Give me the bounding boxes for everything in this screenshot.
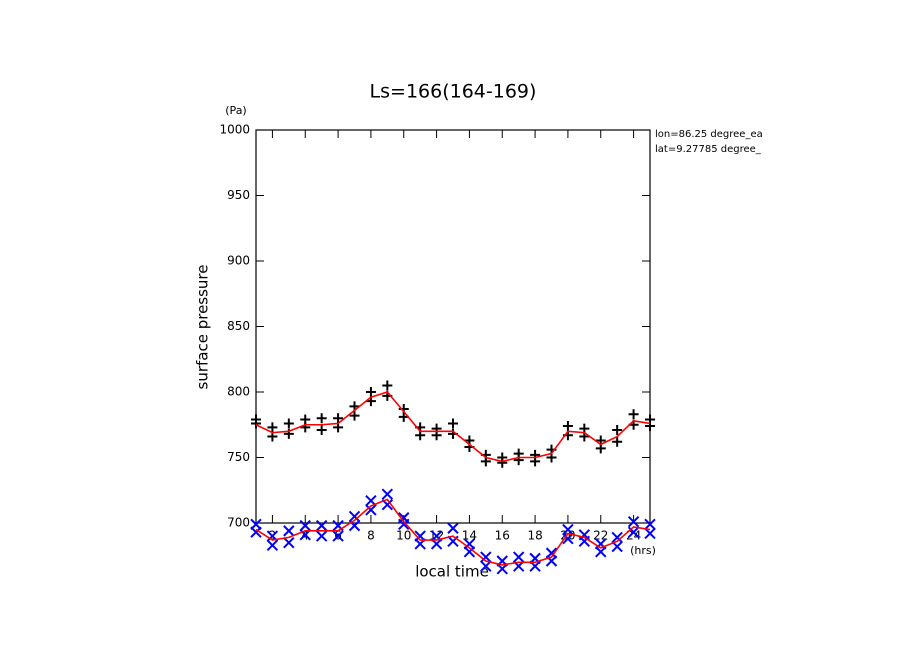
marker: [349, 410, 360, 421]
marker: [398, 518, 410, 531]
marker: [463, 546, 476, 558]
marker: [333, 413, 344, 424]
marker: [578, 535, 591, 548]
marker: [266, 539, 279, 551]
marker: [644, 518, 656, 531]
x-tick-label: 22: [593, 529, 608, 543]
annotation: lat=9.27785 degree_: [655, 144, 762, 155]
marker: [612, 436, 623, 447]
marker: [628, 409, 639, 420]
y-tick-label: 1000: [219, 123, 250, 137]
y-tick-label: 700: [227, 516, 250, 530]
line: [255, 391, 651, 463]
y-tick-label: 900: [227, 254, 250, 268]
marker: [448, 418, 458, 429]
annotation: lon=86.25 degree_ea: [655, 129, 763, 140]
marker: [611, 531, 623, 544]
marker: [251, 418, 261, 429]
x-axis-label: local time: [415, 563, 489, 581]
marker: [447, 522, 459, 534]
marker: [332, 530, 344, 542]
x-tick-label: 16: [495, 529, 510, 543]
marker: [250, 526, 262, 538]
x-tick-label: 10: [396, 529, 411, 543]
x-unit: (hrs): [630, 544, 656, 557]
marker: [382, 380, 393, 391]
marker: [365, 504, 377, 516]
marker: [480, 560, 492, 572]
x-tick-label: 8: [367, 529, 375, 543]
x-tick-label: 14: [462, 529, 477, 543]
x-tick-label: 18: [527, 529, 542, 543]
marker: [316, 424, 327, 435]
marker: [381, 488, 394, 500]
marker: [398, 411, 409, 422]
marker: [283, 418, 294, 429]
marker: [562, 523, 574, 536]
marker: [627, 515, 640, 528]
marker: [315, 519, 328, 532]
marker: [513, 455, 524, 466]
marker: [480, 551, 492, 563]
y-tick-label: 850: [227, 319, 250, 333]
marker: [512, 551, 525, 563]
marker: [316, 413, 327, 424]
marker: [365, 387, 376, 397]
marker: [348, 510, 361, 523]
plot-frame: [255, 129, 651, 524]
marker: [315, 530, 328, 542]
y-tick-label: 750: [227, 450, 250, 464]
marker: [612, 424, 623, 435]
y-axis-label: surface pressure: [194, 265, 212, 390]
y-unit: (Pa): [225, 104, 246, 117]
marker: [595, 546, 607, 558]
marker: [283, 536, 295, 549]
chart-title: Ls=166(164-169): [370, 81, 537, 103]
marker: [300, 422, 311, 433]
y-tick-label: 950: [227, 188, 250, 202]
marker: [299, 519, 311, 532]
marker: [496, 563, 508, 575]
x-tick-label: 24: [626, 529, 641, 543]
marker: [562, 421, 573, 432]
marker: [267, 422, 278, 433]
marker: [644, 527, 656, 540]
y-tick-label: 800: [227, 385, 250, 399]
marker: [283, 525, 295, 537]
marker: [497, 457, 508, 468]
marker: [562, 533, 574, 545]
line: [255, 498, 651, 566]
